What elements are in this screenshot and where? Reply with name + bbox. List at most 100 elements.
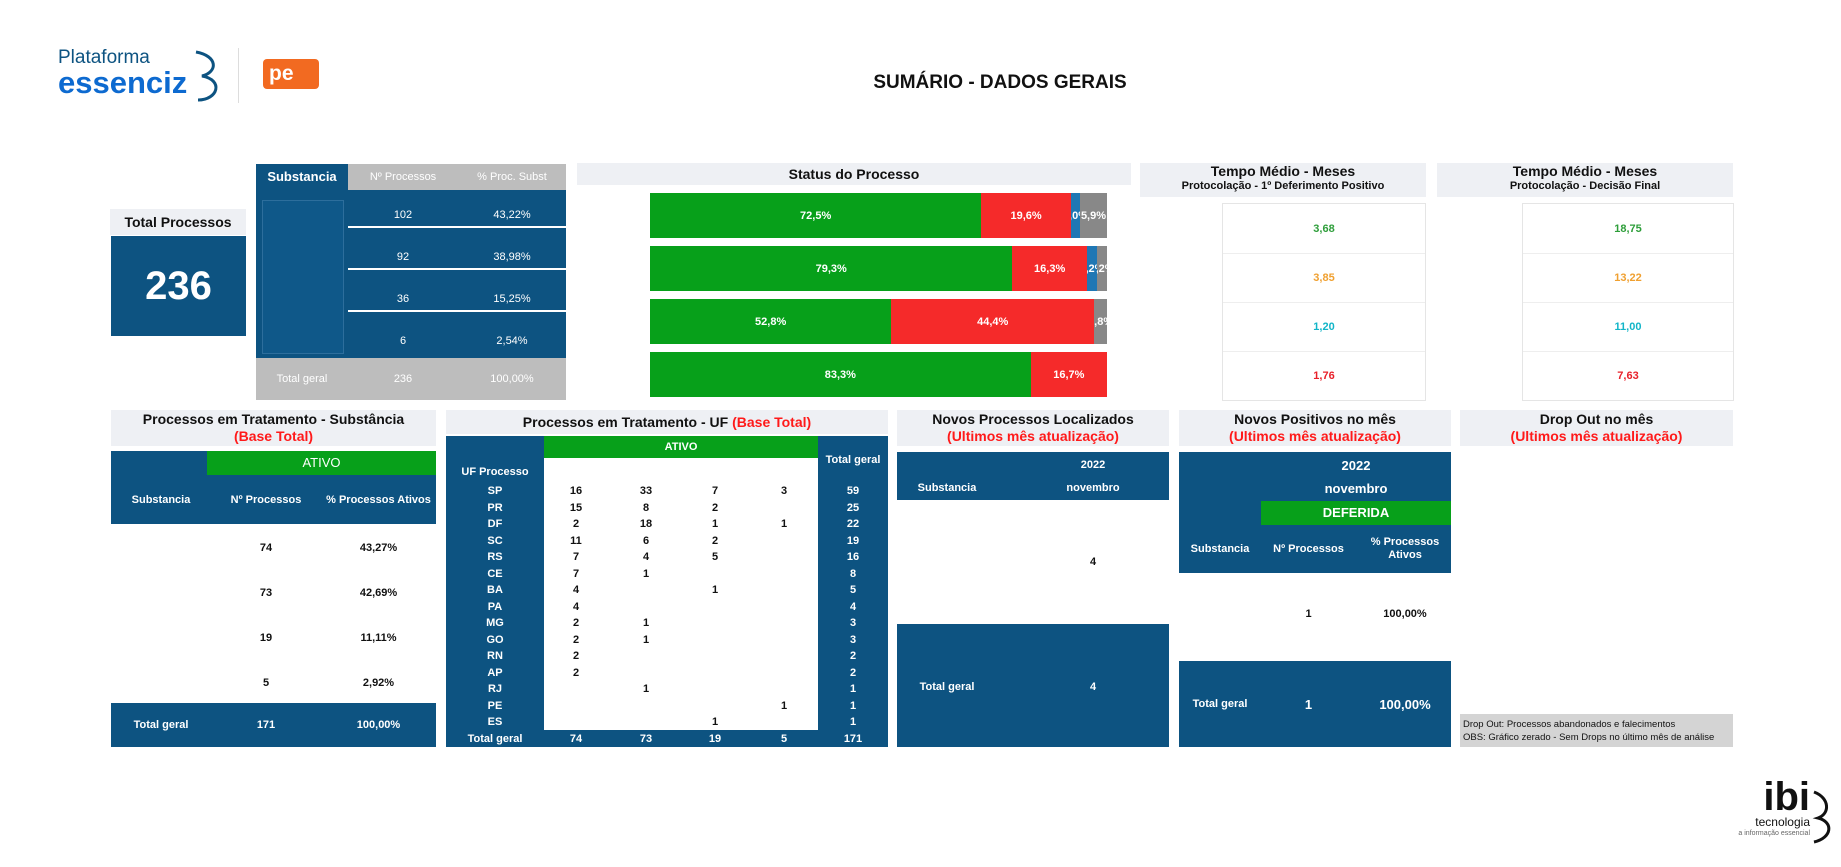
tempo-divider <box>1523 253 1733 254</box>
trat-subst-row-n: 19 <box>259 632 273 644</box>
trat-subst-row-p: 2,92% <box>362 677 395 689</box>
uf-label: GO <box>486 633 504 646</box>
uf-total-label: Total geral <box>467 733 523 745</box>
uf-cell: 1 <box>711 518 719 530</box>
tempo-divider <box>1523 351 1733 352</box>
status-segment-label: 83,3% <box>824 368 856 381</box>
uf-cell: 2 <box>572 650 580 662</box>
status-segment-label: 72,5% <box>800 209 832 222</box>
tempo1-values: 3,68 3,85 1,20 1,76 <box>1222 203 1426 401</box>
trat-subst-header: Processos em Tratamento - Substância (Ba… <box>111 410 436 446</box>
novos-loc-header: Novos Processos Localizados (Ultimos mês… <box>897 410 1169 446</box>
uf-cell: 4 <box>572 600 580 613</box>
nprocessos-header: Nº Processos <box>348 164 458 190</box>
novos-pos-total-row: Total geral 1 100,00% <box>1179 661 1451 747</box>
status-bar-segment: 19,6% <box>981 193 1071 238</box>
novos-loc-value: 4 <box>1089 556 1097 568</box>
uf-cell: 1 <box>642 683 650 695</box>
novos-loc-head: 2022 Substancia novembro <box>897 452 1169 500</box>
substancia-row-p: 2,54% <box>496 335 528 347</box>
total-processos-label: Total Processos <box>110 209 246 235</box>
pe-logo: pe <box>263 59 319 89</box>
trat-subst-row-n: 5 <box>262 677 270 689</box>
status-bar-segment: 16,3% <box>1012 246 1087 291</box>
trat-subst-row-p: 43,27% <box>359 542 398 554</box>
uf-cell: 1 <box>780 699 788 712</box>
uf-cell: 2 <box>711 501 719 514</box>
dropout-title: Drop Out no mês <box>1539 411 1654 427</box>
uf-total: 1 <box>849 716 857 728</box>
uf-total: 3 <box>849 633 857 646</box>
col-pct-ativos: % Processos Ativos <box>326 494 431 506</box>
uf-label: SC <box>487 534 503 547</box>
tempo-divider <box>1523 302 1733 303</box>
uf-label: ES <box>487 716 503 728</box>
tempo1-subtitle: Protocolação - 1º Deferimento Positivo <box>1181 180 1385 192</box>
novos-loc-year: 2022 <box>1080 459 1106 471</box>
tempo1-header: Tempo Médio - Meses Protocolação - 1º De… <box>1140 163 1426 197</box>
status-segment-label: 16,3% <box>1034 262 1066 275</box>
uf-total: 1 <box>849 683 857 695</box>
col-substancia: Substancia <box>131 494 191 506</box>
status-segment-label: 16,7% <box>1053 368 1085 381</box>
uf-total: 59 <box>846 485 860 497</box>
uf-label: BA <box>487 584 503 596</box>
ibi-logo-text: ibi <box>1763 775 1810 819</box>
status-bar: 79,3% 16,3% 2,2%2,2% <box>650 246 1107 291</box>
ibi-tecnologia-text: tecnologia <box>1755 815 1810 829</box>
novos-pos-row-n: 1 <box>1305 608 1312 620</box>
status-bar-segment: 2,2% <box>1086 246 1097 291</box>
tempo2-subtitle: Protocolação - Decisão Final <box>1509 180 1661 192</box>
uf-label: DF <box>487 518 503 530</box>
dropout-note-2: OBS: Gráfico zerado - Sem Drops no últim… <box>1463 732 1715 743</box>
trat-subst-row-p: 42,69% <box>359 587 398 599</box>
page-title: SUMÁRIO - DADOS GERAIS <box>873 72 1127 93</box>
uf-cell: 2 <box>572 633 580 646</box>
substancia-row-p: 15,25% <box>493 293 531 305</box>
uf-cell: 2 <box>572 666 580 679</box>
status-segment-label: 2,2% <box>1097 262 1107 275</box>
tempo2-value: 18,75 <box>1614 223 1642 235</box>
substancia-row-n: 6 <box>399 335 407 347</box>
uf-cell: 15 <box>569 501 583 514</box>
logo-essenciz-text: essenciz <box>58 65 188 100</box>
novos-pos-header: Novos Positivos no mês (Ultimos mês atua… <box>1179 410 1451 446</box>
status-bar-segment: 16,7% <box>1030 352 1107 397</box>
status-bar-segment: 44,4% <box>891 299 1095 344</box>
pe-logo-text: pe <box>269 62 294 85</box>
col-pct-ativos: % Processos Ativos <box>1370 536 1440 561</box>
uf-label: RN <box>487 650 503 662</box>
uf-total: 4 <box>849 600 857 613</box>
tempo1-title: Tempo Médio - Meses <box>1210 163 1356 179</box>
uf-cell: 7 <box>572 551 580 563</box>
status-segment-label: 44,4% <box>977 315 1009 328</box>
uf-total: 19 <box>846 534 860 547</box>
status-bar-segment: 79,3% <box>650 246 1013 291</box>
novos-pos-deferida: DEFERIDA <box>1261 501 1451 525</box>
uf-cell: 7 <box>572 567 580 580</box>
trat-uf-white-area <box>544 458 818 730</box>
uf-total: 2 <box>849 666 857 679</box>
novos-pos-title: Novos Positivos no mês <box>1234 411 1396 427</box>
ibi-swirl-icon <box>1812 790 1831 844</box>
dropout-note: Drop Out: Processos abandonados e faleci… <box>1460 714 1733 747</box>
uf-label: PE <box>487 699 503 712</box>
uf-total: 22 <box>846 518 860 530</box>
row-divider <box>348 268 566 270</box>
uf-cell: 2 <box>711 534 719 547</box>
trat-subst-title: Processos em Tratamento - Substância <box>142 411 405 427</box>
uf-label: CE <box>487 567 503 580</box>
uf-cell: 6 <box>642 534 650 547</box>
uf-cell: 2 <box>572 617 580 629</box>
dropout-note-1: Drop Out: Processos abandonados e faleci… <box>1463 719 1676 730</box>
total-label: Total geral <box>1192 698 1248 710</box>
status-segment-label: 2,0% <box>1071 209 1080 222</box>
uf-total: 8 <box>849 567 857 580</box>
status-segment-label: 19,6% <box>1010 209 1042 222</box>
dropout-header: Drop Out no mês (Ultimos mês atualização… <box>1460 410 1733 446</box>
total-label: Total geral <box>276 373 328 385</box>
uf-total-cell: 5 <box>780 733 788 745</box>
col-nprocessos: Nº Processos <box>1273 543 1344 555</box>
row-divider <box>348 226 566 228</box>
status-segment-label: 5,9% <box>1080 209 1107 222</box>
